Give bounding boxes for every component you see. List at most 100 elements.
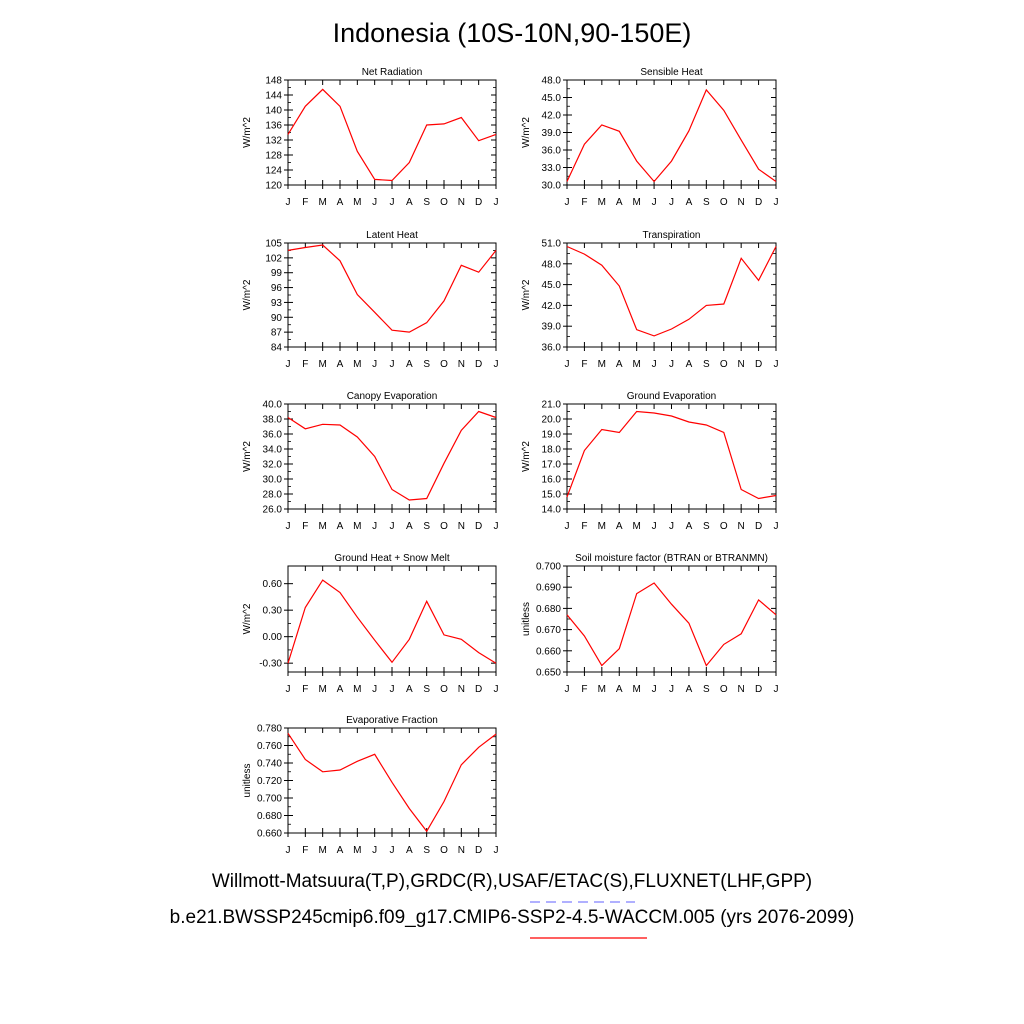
plot-frame xyxy=(287,403,497,510)
y-tick-label: 19.0 xyxy=(542,430,562,441)
x-tick-label: F xyxy=(581,684,587,695)
panel-title: Canopy Evaporation xyxy=(347,391,438,402)
chart-panel-6: Ground Evaporation W/m^2 14.0 15.0 16.0 17.0 1… xyxy=(521,391,779,532)
y-tick-label: 48.0 xyxy=(542,76,562,87)
plot-frame xyxy=(287,242,497,348)
x-tick-label: O xyxy=(720,521,728,532)
panel-title: Evaporative Fraction xyxy=(346,715,438,726)
x-tick-label: J xyxy=(774,359,779,370)
x-tick-label: A xyxy=(616,197,623,208)
x-tick-label: A xyxy=(686,521,693,532)
x-tick-label: S xyxy=(703,359,710,370)
x-tick-label: J xyxy=(372,684,377,695)
x-tick-label: M xyxy=(353,197,361,208)
x-tick-label: N xyxy=(458,197,465,208)
y-tick-label: 144 xyxy=(265,91,282,102)
x-tick-label: A xyxy=(337,521,344,532)
x-tick-label: J xyxy=(565,684,570,695)
x-tick-label: F xyxy=(581,521,587,532)
x-tick-label: O xyxy=(440,197,448,208)
y-tick-label: 30.0 xyxy=(263,475,283,486)
plot-frame xyxy=(287,79,497,186)
series-line xyxy=(287,410,497,501)
x-tick-label: A xyxy=(406,684,413,695)
x-tick-label: A xyxy=(686,197,693,208)
y-tick-label: 99 xyxy=(271,268,283,279)
plot-frame xyxy=(566,403,777,510)
x-tick-label: D xyxy=(755,359,762,370)
x-tick-label: M xyxy=(318,197,326,208)
y-tick-label: 140 xyxy=(265,106,282,117)
y-tick-label: 38.0 xyxy=(263,415,283,426)
x-tick-label: M xyxy=(353,359,361,370)
x-tick-label: N xyxy=(738,684,745,695)
x-tick-label: O xyxy=(440,684,448,695)
x-tick-label: A xyxy=(616,684,623,695)
y-tick-label: 0.00 xyxy=(263,632,283,643)
y-tick-label: 18.0 xyxy=(542,445,562,456)
chart-panel-7: Ground Heat + Snow Melt W/m^2 -0.30 0.00 0.3… xyxy=(242,553,499,695)
x-tick-label: S xyxy=(703,684,710,695)
x-tick-label: J xyxy=(286,197,291,208)
x-tick-label: F xyxy=(581,359,587,370)
x-tick-label: M xyxy=(318,845,326,856)
x-tick-label: D xyxy=(475,521,482,532)
chart-panel-8: Soil moisture factor (BTRAN or BTRANMN) u… xyxy=(521,553,779,695)
x-tick-label: J xyxy=(774,521,779,532)
panel-title: Latent Heat xyxy=(366,230,418,241)
model-case-label: b.e21.BWSSP245cmip6.f09_g17.CMIP6-SSP2-4… xyxy=(169,907,855,928)
x-tick-label: S xyxy=(423,359,430,370)
x-tick-label: M xyxy=(353,521,361,532)
x-tick-label: A xyxy=(406,197,413,208)
x-tick-label: J xyxy=(494,845,499,856)
y-tick-label: 128 xyxy=(265,151,282,162)
x-tick-label: F xyxy=(302,197,308,208)
x-tick-label: N xyxy=(738,359,745,370)
model-line-legend xyxy=(530,937,647,939)
x-tick-label: A xyxy=(616,359,623,370)
y-tick-label: 0.660 xyxy=(257,829,282,840)
y-tick-label: 15.0 xyxy=(542,490,562,501)
y-tick-label: -0.30 xyxy=(259,659,282,670)
y-tick-label: 0.700 xyxy=(257,794,282,805)
y-axis-label: W/m^2 xyxy=(242,603,253,634)
y-tick-label: 87 xyxy=(271,328,283,339)
y-axis-label: W/m^2 xyxy=(521,279,532,310)
x-tick-label: O xyxy=(720,359,728,370)
y-tick-label: 45.0 xyxy=(542,93,562,104)
x-tick-label: O xyxy=(440,359,448,370)
y-tick-label: 105 xyxy=(265,239,282,250)
panel-title: Transpiration xyxy=(643,230,701,241)
x-tick-label: J xyxy=(565,359,570,370)
y-tick-label: 48.0 xyxy=(542,259,562,270)
y-axis-label: W/m^2 xyxy=(242,117,253,148)
x-tick-label: J xyxy=(372,521,377,532)
x-tick-label: S xyxy=(423,845,430,856)
series-line xyxy=(287,579,497,664)
y-tick-label: 0.760 xyxy=(257,741,282,752)
y-tick-label: 20.0 xyxy=(542,415,562,426)
y-axis-label: W/m^2 xyxy=(521,117,532,148)
series-line xyxy=(287,244,497,333)
panel-title: Ground Heat + Snow Melt xyxy=(334,553,450,564)
x-tick-label: J xyxy=(565,521,570,532)
y-tick-label: 26.0 xyxy=(263,505,283,516)
x-tick-label: J xyxy=(286,359,291,370)
x-tick-label: D xyxy=(475,359,482,370)
panel-title: Ground Evaporation xyxy=(627,391,717,402)
x-tick-label: J xyxy=(390,359,395,370)
panel-title: Sensible Heat xyxy=(640,67,702,78)
observations-dash-legend xyxy=(530,901,635,903)
y-tick-label: 124 xyxy=(265,166,282,177)
y-tick-label: 148 xyxy=(265,76,282,87)
x-tick-label: M xyxy=(632,197,640,208)
plot-frame xyxy=(566,79,777,186)
x-tick-label: M xyxy=(632,521,640,532)
x-tick-label: J xyxy=(494,359,499,370)
plot-frame xyxy=(287,727,497,834)
y-axis-label: W/m^2 xyxy=(521,441,532,472)
y-tick-label: 0.60 xyxy=(263,579,283,590)
y-tick-label: 0.780 xyxy=(257,724,282,735)
x-tick-label: N xyxy=(458,521,465,532)
x-tick-label: M xyxy=(598,521,606,532)
